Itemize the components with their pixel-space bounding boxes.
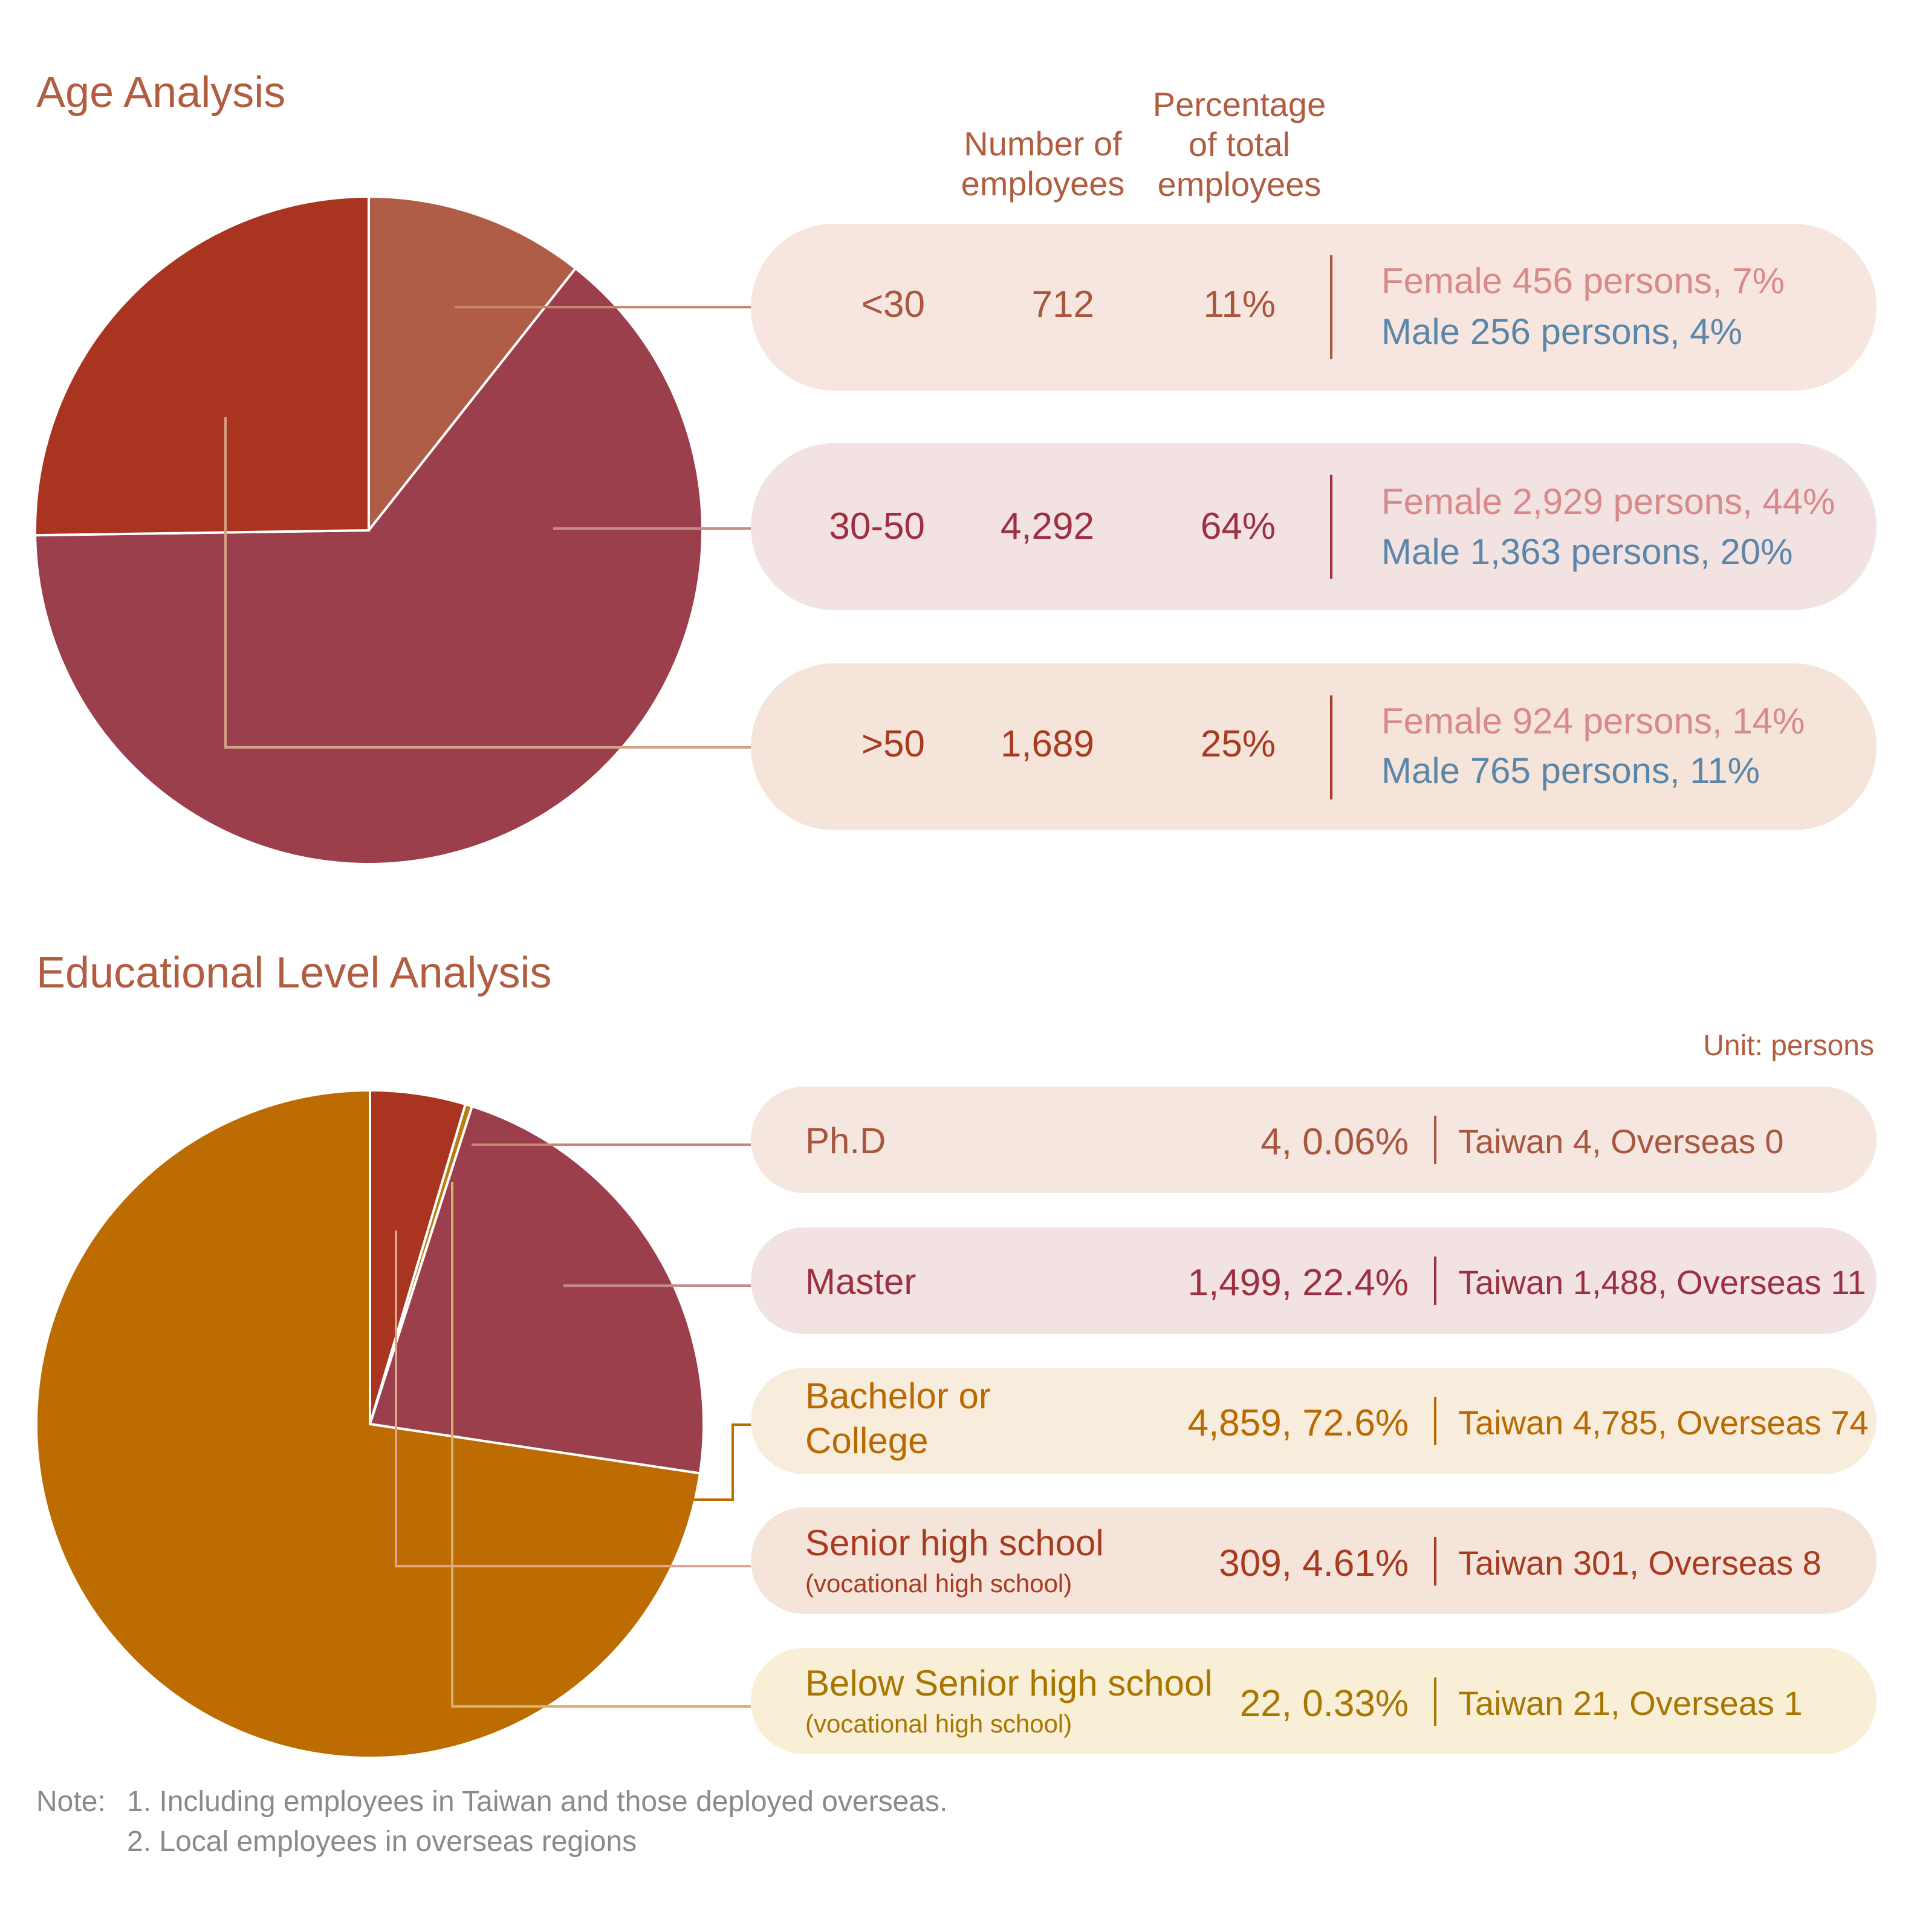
note-line-2: 2. Local employees in overseas regions (127, 1826, 637, 1858)
row-divider (1434, 1397, 1436, 1445)
leader-line (224, 417, 751, 749)
education-row-pill (751, 1368, 1877, 1474)
age-row-pill (751, 224, 1877, 391)
note-prefix: Note: (36, 1786, 106, 1818)
age-group-label: >50 (861, 723, 925, 765)
education-row-pill (751, 1648, 1877, 1754)
male-breakdown: Male 256 persons, 4% (1381, 311, 1743, 352)
row-divider (1330, 695, 1332, 799)
male-breakdown: Male 1,363 persons, 20% (1381, 532, 1793, 572)
taiwan-overseas-split: Taiwan 4, Overseas 0 (1458, 1122, 1784, 1160)
education-level-subtitle: (vocational high school) (805, 1569, 1072, 1598)
row-divider (1434, 1116, 1436, 1164)
age-group-label: <30 (861, 284, 925, 325)
age-group-percentage: 11% (1203, 284, 1276, 325)
pie-slice-50 (34, 195, 370, 537)
age-pie-chart (34, 195, 751, 865)
education-level-name: Ph.D (805, 1120, 886, 1161)
age-group-count: 712 (1031, 284, 1094, 325)
age-group-percentage: 64% (1200, 506, 1276, 547)
leader-line (395, 1231, 751, 1567)
taiwan-overseas-split: Taiwan 301, Overseas 8 (1458, 1544, 1822, 1582)
taiwan-overseas-split: Taiwan 1,488, Overseas 11 (1458, 1263, 1866, 1301)
header-line: Number of (964, 125, 1122, 163)
age-group-count: 1,689 (1000, 723, 1094, 765)
row-divider (1434, 1537, 1436, 1586)
taiwan-overseas-split: Taiwan 21, Overseas 1 (1458, 1684, 1803, 1722)
percentage-header: Percentage of total employees (1124, 85, 1354, 204)
education-level-value: 22, 0.33% (1239, 1683, 1409, 1725)
age-group-label: 30-50 (829, 506, 925, 547)
education-level-name: Master (805, 1261, 916, 1302)
pie-slice-30 (368, 195, 577, 534)
number-of-employees-header: Number of employees (943, 124, 1143, 204)
female-breakdown: Female 456 persons, 7% (1381, 261, 1785, 301)
age-row-pill (751, 443, 1877, 610)
header-line: employees (1157, 165, 1322, 203)
age-row-pill (751, 663, 1877, 830)
row-divider (1434, 1257, 1436, 1305)
leader-line (553, 1423, 751, 1501)
taiwan-overseas-split: Taiwan 4,785, Overseas 74 (1458, 1403, 1869, 1442)
male-breakdown: Male 765 persons, 11% (1381, 750, 1760, 791)
pie-slice-BachelororCollege (35, 1088, 702, 1759)
age-group-count: 4,292 (1000, 506, 1094, 547)
education-level-name: Senior high school (805, 1523, 1104, 1563)
education-analysis-title: Educational Level Analysis (36, 949, 552, 997)
education-row-pill (751, 1087, 1877, 1193)
header-line: employees (961, 164, 1125, 203)
education-level-value: 4, 0.06% (1260, 1121, 1409, 1163)
education-row-pill (751, 1228, 1877, 1334)
header-line: of total (1188, 125, 1291, 163)
education-row-pill (751, 1508, 1877, 1614)
note-line-1: 1. Including employees in Taiwan and tho… (127, 1786, 948, 1818)
education-level-name: Bachelor or College (805, 1376, 991, 1461)
female-breakdown: Female 924 persons, 14% (1381, 701, 1805, 741)
female-breakdown: Female 2,929 persons, 44% (1381, 481, 1835, 522)
header-line: Percentage (1152, 85, 1326, 123)
age-analysis-title: Age Analysis (36, 68, 286, 117)
row-divider (1330, 255, 1332, 359)
unit-label: Unit: persons (1703, 1030, 1874, 1062)
education-level-subtitle: (vocational high school) (805, 1709, 1072, 1738)
education-level-value: 309, 4.61% (1219, 1543, 1409, 1584)
pie-slice-3050 (34, 266, 704, 865)
education-level-name: Below Senior high school (805, 1663, 1213, 1703)
row-divider (1330, 475, 1332, 579)
row-divider (1434, 1677, 1436, 1726)
age-group-percentage: 25% (1200, 723, 1276, 765)
leader-line (451, 1182, 751, 1708)
education-level-value: 4,859, 72.6% (1187, 1402, 1409, 1444)
education-level-value: 1,499, 22.4% (1187, 1262, 1409, 1304)
